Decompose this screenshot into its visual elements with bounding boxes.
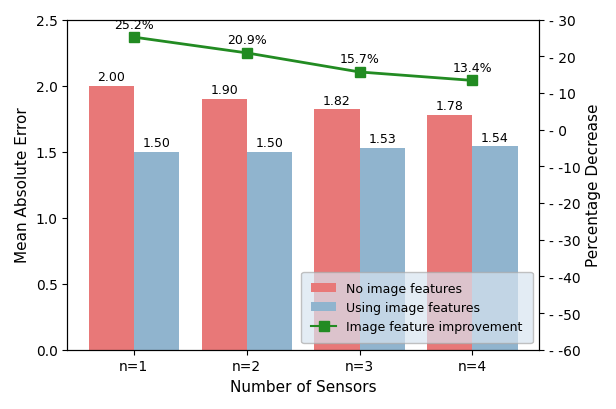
Bar [428, 115, 472, 350]
Y-axis label: Percentage Decrease: Percentage Decrease [586, 103, 601, 267]
Image feature improvement [469, 79, 476, 84]
Text: 1.50: 1.50 [142, 137, 171, 150]
Bar [246, 152, 292, 350]
Legend: No image features, Using image features, Image feature improvement: No image features, Using image features,… [301, 272, 533, 344]
Bar [134, 152, 179, 350]
Image feature improvement [356, 70, 363, 75]
Text: 1.53: 1.53 [368, 133, 396, 146]
Text: 1.82: 1.82 [323, 94, 351, 108]
Image feature improvement [243, 51, 250, 56]
Text: 1.90: 1.90 [210, 84, 238, 97]
Bar [201, 99, 246, 350]
Line: Image feature improvement: Image feature improvement [129, 33, 477, 86]
Text: 1.50: 1.50 [256, 137, 283, 150]
Text: 1.78: 1.78 [436, 100, 464, 113]
Text: 15.7%: 15.7% [339, 53, 379, 66]
Image feature improvement [130, 36, 137, 40]
Bar [314, 110, 360, 350]
Text: 13.4%: 13.4% [453, 62, 492, 74]
Bar [89, 86, 134, 350]
Text: 1.54: 1.54 [481, 131, 509, 144]
Text: 2.00: 2.00 [97, 71, 125, 84]
Bar [360, 148, 405, 350]
X-axis label: Number of Sensors: Number of Sensors [230, 379, 376, 394]
Text: 20.9%: 20.9% [227, 34, 267, 47]
Bar [472, 147, 517, 350]
Text: 25.2%: 25.2% [114, 18, 154, 31]
Y-axis label: Mean Absolute Error: Mean Absolute Error [15, 108, 30, 263]
